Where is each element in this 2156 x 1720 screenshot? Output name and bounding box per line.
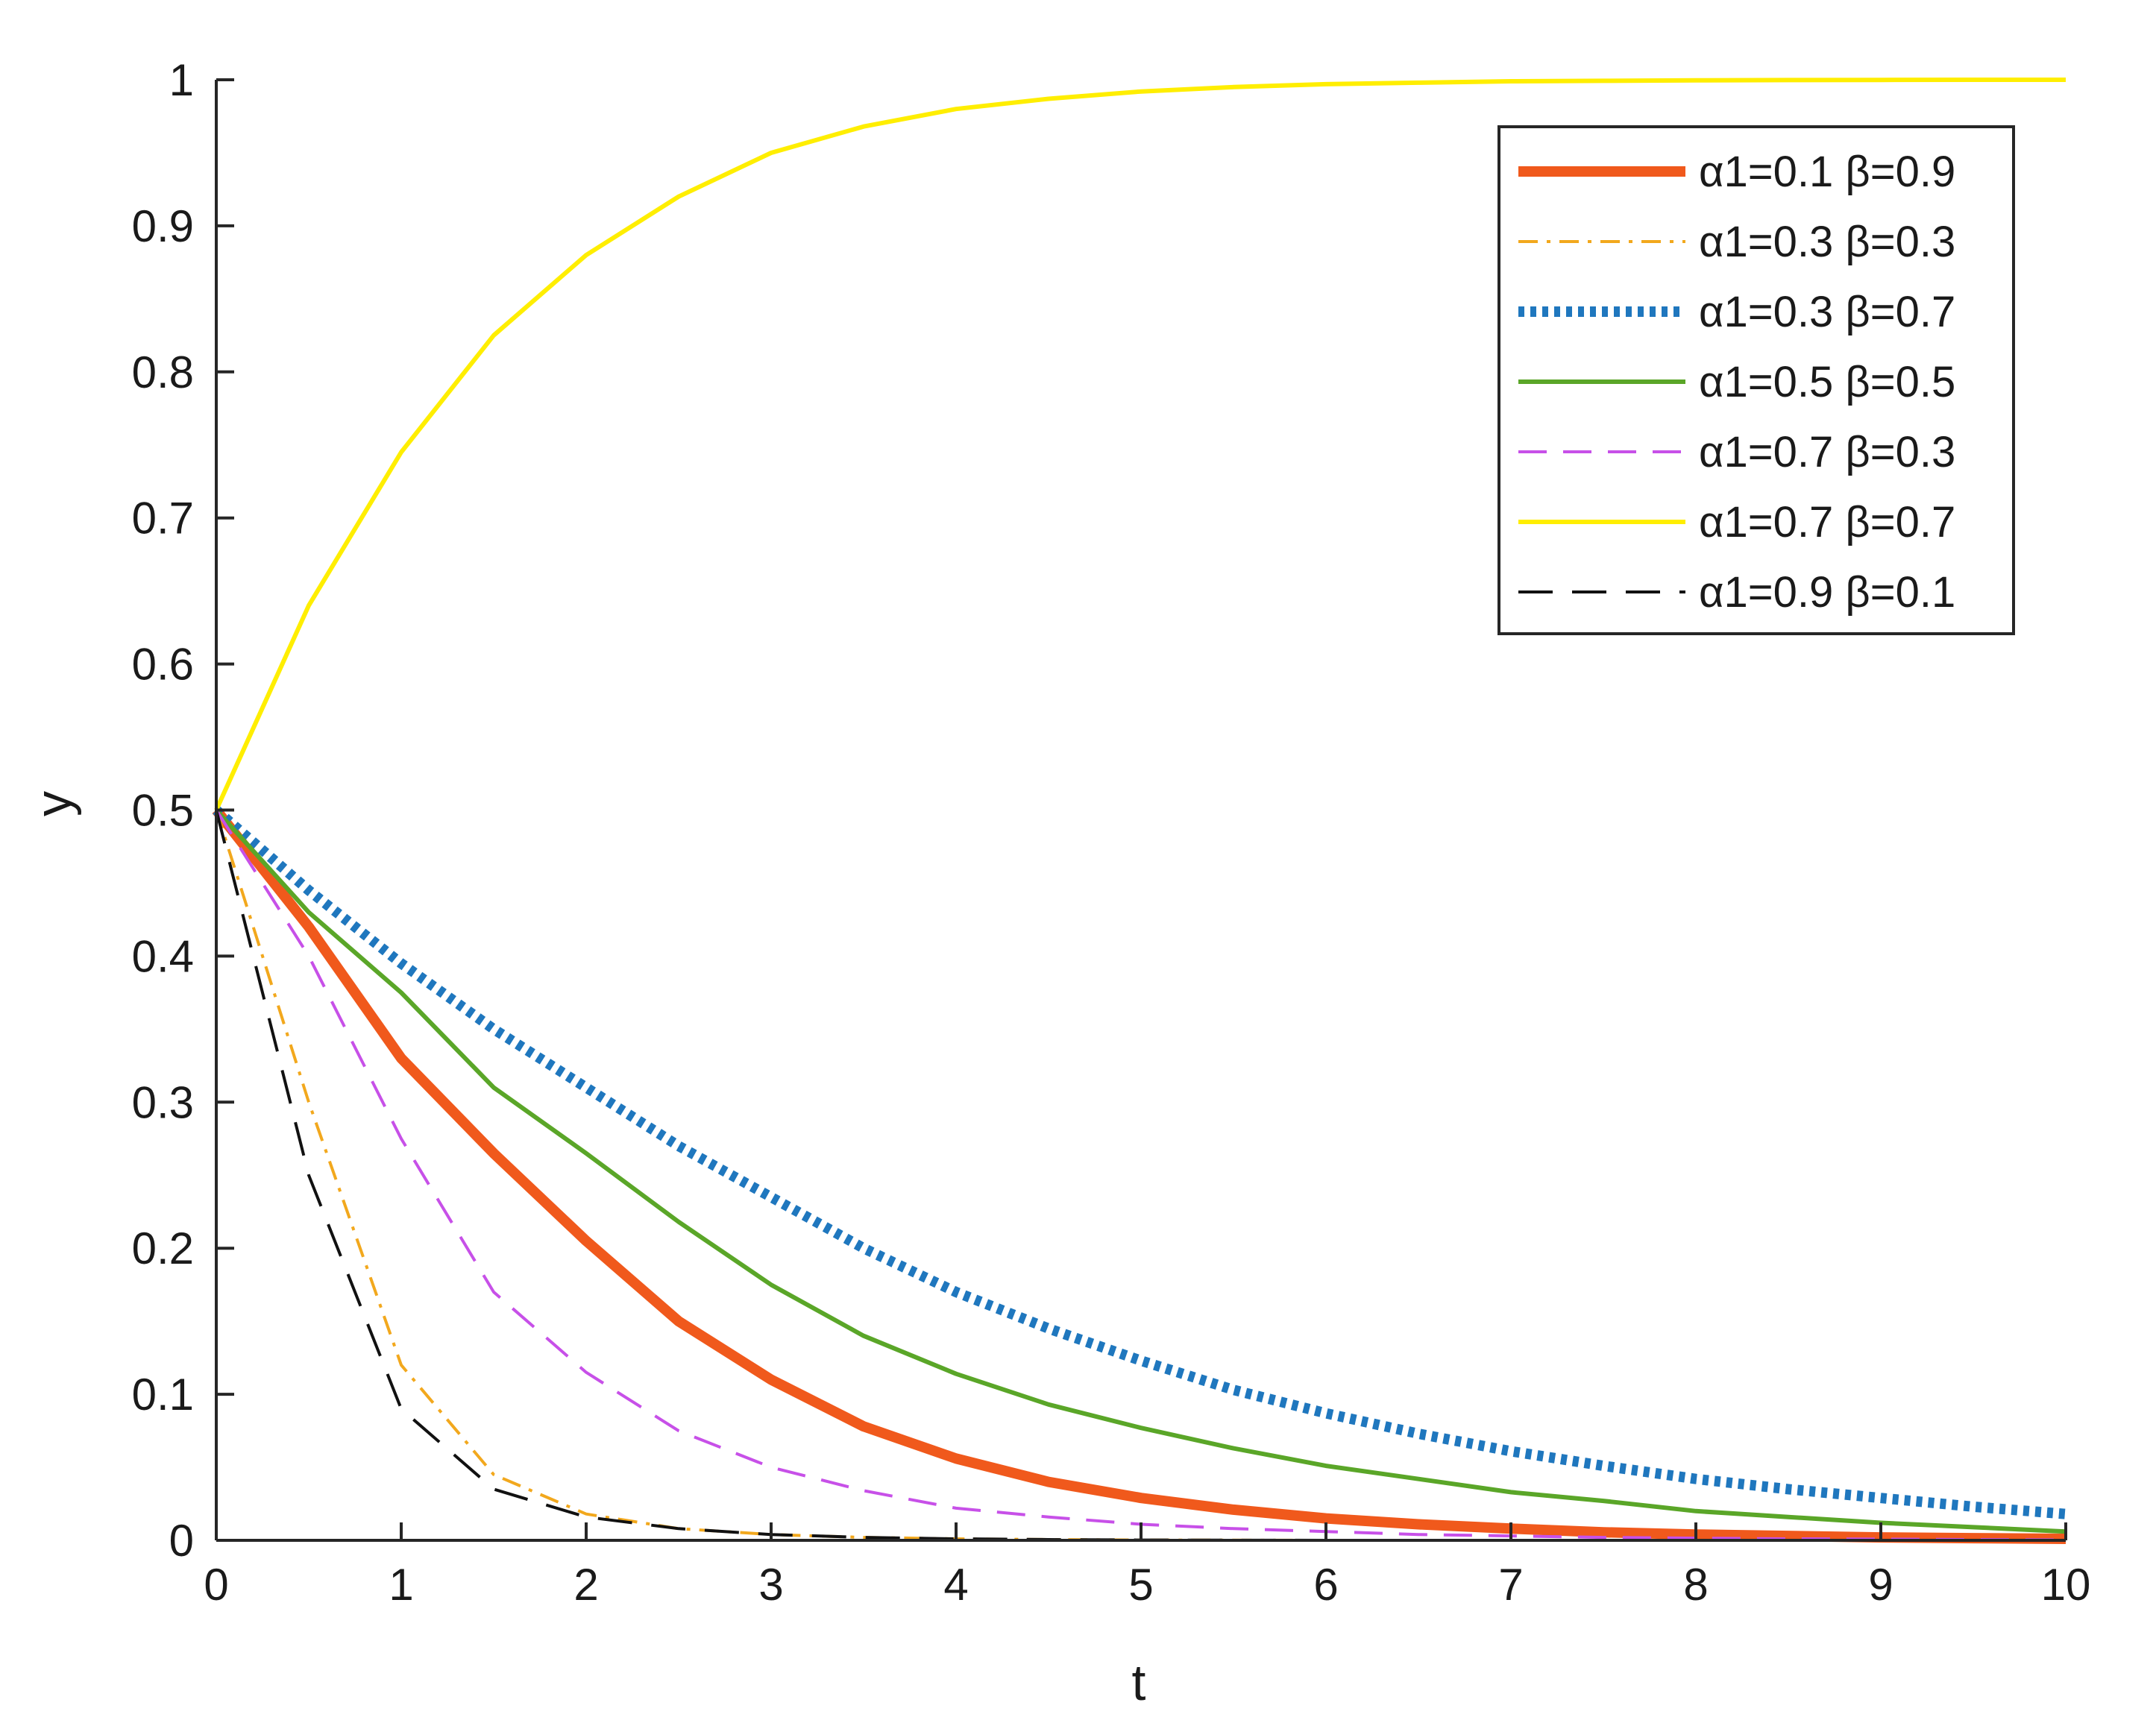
x-tick-label: 1 xyxy=(389,1560,413,1610)
y-axis-label: y xyxy=(25,791,82,816)
legend-label-5: α1=0.7 β=0.3 xyxy=(1699,428,1955,476)
x-tick-label: 0 xyxy=(204,1560,228,1610)
x-tick-label: 3 xyxy=(758,1560,783,1610)
x-tick-label: 10 xyxy=(2041,1560,2091,1610)
x-tick-label: 7 xyxy=(1498,1560,1523,1610)
x-tick-label: 6 xyxy=(1313,1560,1338,1610)
legend-label-3: α1=0.3 β=0.7 xyxy=(1699,288,1955,336)
x-tick-label: 4 xyxy=(943,1560,968,1610)
series-line-1 xyxy=(212,807,2067,1544)
x-tick-label: 8 xyxy=(1683,1560,1708,1610)
y-tick-label: 0.7 xyxy=(132,494,194,544)
legend: α1=0.1 β=0.9 α1=0.3 β=0.3 α1=0.3 β=0.7 α1=0… xyxy=(1497,125,2015,635)
x-tick-label: 5 xyxy=(1128,1560,1153,1610)
y-tick-label: 0.6 xyxy=(132,640,194,690)
axes-layer: 0 1 2 3 4 5 6 7 8 9 10 0 0.1 0.2 0.3 0.4 0.5 0.6 0.7 0.8 0.9… xyxy=(132,55,2091,1610)
y-tick-label: 0.8 xyxy=(132,347,194,397)
y-tick-label: 0 xyxy=(169,1516,194,1566)
legend-label-2: α1=0.3 β=0.3 xyxy=(1699,218,1955,266)
series-line-6 xyxy=(214,78,2066,811)
legend-label-1: α1=0.1 β=0.9 xyxy=(1699,148,1955,196)
y-tick-label: 0.3 xyxy=(132,1077,194,1127)
x-tick-label: 9 xyxy=(1868,1560,1893,1610)
y-tick-label: 0.1 xyxy=(132,1370,194,1420)
x-axis-label: t xyxy=(1132,1654,1146,1711)
x-tick-label: 2 xyxy=(573,1560,598,1610)
legend-label-7: α1=0.9 β=0.1 xyxy=(1699,568,1955,617)
legend-label-4: α1=0.5 β=0.5 xyxy=(1699,358,1955,406)
y-tick-label: 0.2 xyxy=(132,1223,194,1273)
y-tick-label: 0.4 xyxy=(132,931,194,981)
legend-label-6: α1=0.7 β=0.7 xyxy=(1699,498,1955,546)
y-tick-label: 1 xyxy=(169,55,194,105)
y-tick-label: 0.5 xyxy=(132,786,194,836)
y-tick-label: 0.9 xyxy=(132,201,194,251)
series-line-4 xyxy=(214,808,2067,1534)
